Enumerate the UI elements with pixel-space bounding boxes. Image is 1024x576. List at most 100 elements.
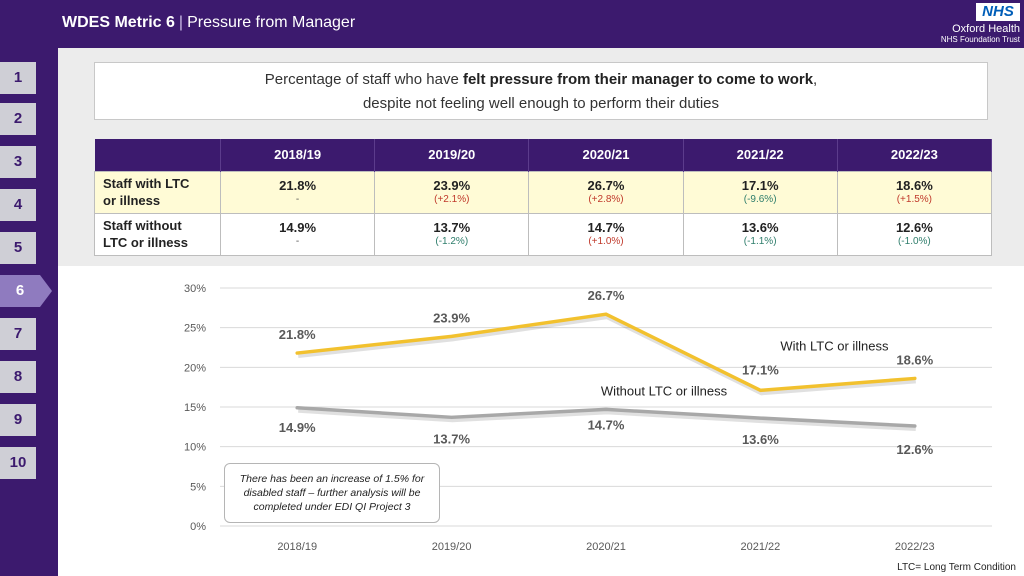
nhs-logo: NHS <box>976 3 1020 21</box>
y-tick-label: 10% <box>184 442 206 454</box>
note-line: disabled staff – further analysis will b… <box>243 487 421 499</box>
data-label: 17.1% <box>742 362 779 377</box>
nav-item-4[interactable]: 4 <box>0 189 36 221</box>
note-line: completed under EDI QI Project 3 <box>253 501 411 513</box>
x-tick-label: 2022/23 <box>895 541 935 553</box>
note-line: There has been an increase of 1.5% for <box>239 473 425 485</box>
data-label: 23.9% <box>433 310 470 325</box>
cell-value: 12.6% <box>895 220 933 235</box>
data-label: 14.7% <box>588 417 625 432</box>
question-line-1: Percentage of staff who have felt pressu… <box>95 68 987 92</box>
title-bold: WDES Metric 6 <box>62 14 175 31</box>
cell-value: 21.8% <box>279 178 317 193</box>
col-header: 2018/19 <box>220 139 376 171</box>
table-cell: 14.7% (+1.0%) <box>528 212 684 256</box>
metrics-table: 2018/19 2019/20 2020/21 2021/22 2022/23 … <box>94 139 993 256</box>
table-cell: 17.1% (-9.6%) <box>682 170 838 214</box>
x-tick-label: 2018/19 <box>277 541 317 553</box>
data-label: 13.6% <box>742 432 779 447</box>
annotation-note: There has been an increase of 1.5% for d… <box>224 463 440 523</box>
cell-change: - <box>295 194 300 205</box>
data-label: 21.8% <box>279 327 316 342</box>
row-label: Staff with LTC or illness <box>94 170 221 214</box>
y-tick-label: 25% <box>184 323 206 335</box>
x-tick-label: 2020/21 <box>586 541 626 553</box>
table-cell: 13.7% (-1.2%) <box>374 212 530 256</box>
row-label-line: or illness <box>103 193 161 208</box>
y-tick-label: 30% <box>184 283 206 295</box>
title-separator: | <box>178 14 184 31</box>
data-label: 26.7% <box>588 288 625 303</box>
cell-value: 23.9% <box>433 178 471 193</box>
table-cell: 14.9% - <box>219 212 376 256</box>
nav-item-9[interactable]: 9 <box>0 404 36 436</box>
title-subtitle: Pressure from Manager <box>187 14 356 31</box>
row-label: Staff without LTC or illness <box>94 212 221 256</box>
sidebar-nav: 1 2 3 4 5 6 7 8 9 10 <box>0 48 58 576</box>
page-title: WDES Metric 6 | Pressure from Manager <box>62 14 355 32</box>
table-cell: 18.6% (+1.5%) <box>836 170 993 214</box>
nav-item-10[interactable]: 10 <box>0 447 36 479</box>
header-bar: WDES Metric 6 | Pressure from Manager NHS … <box>0 0 1024 48</box>
table-cell: 13.6% (-1.1%) <box>682 212 838 256</box>
table-cell: 23.9% (+2.1%) <box>374 170 530 214</box>
row-label-line: Staff without <box>103 218 182 233</box>
nav-item-2[interactable]: 2 <box>0 103 36 135</box>
series-name-label: Without LTC or illness <box>601 383 728 398</box>
series-line-shadow <box>297 315 916 396</box>
org-subname: NHS Foundation Trust <box>940 35 1020 44</box>
cell-change: (+2.1%) <box>434 194 470 205</box>
question-text-b: , <box>813 71 818 88</box>
y-tick-label: 15% <box>184 402 206 414</box>
col-header: 2019/20 <box>374 139 530 171</box>
question-bold: felt pressure from their manager to come… <box>462 71 814 88</box>
y-tick-label: 0% <box>190 521 206 533</box>
table-cell: 12.6% (-1.0%) <box>836 212 993 256</box>
cell-value: 14.9% <box>279 220 317 235</box>
cell-value: 14.7% <box>587 220 625 235</box>
data-label: 13.7% <box>433 431 470 446</box>
series-name-label: With LTC or illness <box>780 338 889 353</box>
nav-item-1[interactable]: 1 <box>0 62 36 94</box>
cell-value: 17.1% <box>741 178 779 193</box>
question-text-a: Percentage of staff who have <box>264 71 463 88</box>
nav-item-8[interactable]: 8 <box>0 361 36 393</box>
cell-change: (-9.6%) <box>743 194 777 205</box>
col-header: 2021/22 <box>683 139 838 171</box>
data-label: 18.6% <box>896 352 933 367</box>
x-tick-label: 2021/22 <box>741 541 781 553</box>
cell-change: (+1.5%) <box>896 194 933 205</box>
cell-value: 26.7% <box>587 178 625 193</box>
cell-change: (-1.1%) <box>743 236 777 247</box>
col-header: 2020/21 <box>528 139 684 171</box>
x-tick-label: 2019/20 <box>432 541 472 553</box>
table-header-row: 2018/19 2019/20 2020/21 2021/22 2022/23 <box>94 139 993 171</box>
line-chart: 0% 5% 10% 15% 20% 25% 30% 2018/19 2019/20 2020/21… <box>184 283 992 553</box>
y-tick-label: 20% <box>184 362 206 374</box>
org-name: Oxford Health <box>952 23 1020 35</box>
nav-item-7[interactable]: 7 <box>0 318 36 350</box>
series-line-shadow <box>298 408 916 432</box>
table-row-without-ltc: Staff without LTC or illness 14.9% - 13.7%… <box>94 212 993 256</box>
footnote: LTC= Long Term Condition <box>897 562 1016 573</box>
series-line <box>295 406 917 428</box>
series-line <box>295 312 917 393</box>
org-logo-text: Oxford Health NHS Foundation Trust <box>941 23 1020 45</box>
row-label-line: LTC or illness <box>103 235 188 250</box>
cell-value: 13.7% <box>433 220 471 235</box>
data-label: 14.9% <box>279 420 316 435</box>
question-box: Percentage of staff who have felt pressu… <box>94 62 988 120</box>
cell-value: 13.6% <box>741 220 779 235</box>
question-line-2: despite not feeling well enough to perfo… <box>362 95 720 112</box>
cell-value: 18.6% <box>895 178 933 193</box>
cell-change: (-1.0%) <box>897 236 931 247</box>
nav-item-6[interactable]: 6 <box>0 275 52 307</box>
nav-item-5[interactable]: 5 <box>0 232 36 264</box>
cell-change: (+2.8%) <box>588 194 624 205</box>
table-cell: 21.8% - <box>219 170 376 214</box>
nav-item-3[interactable]: 3 <box>0 146 36 178</box>
table-cell: 26.7% (+2.8%) <box>528 170 684 214</box>
table-row-with-ltc: Staff with LTC or illness 21.8% - 23.9% (+2… <box>94 170 993 214</box>
table-corner <box>94 139 221 171</box>
